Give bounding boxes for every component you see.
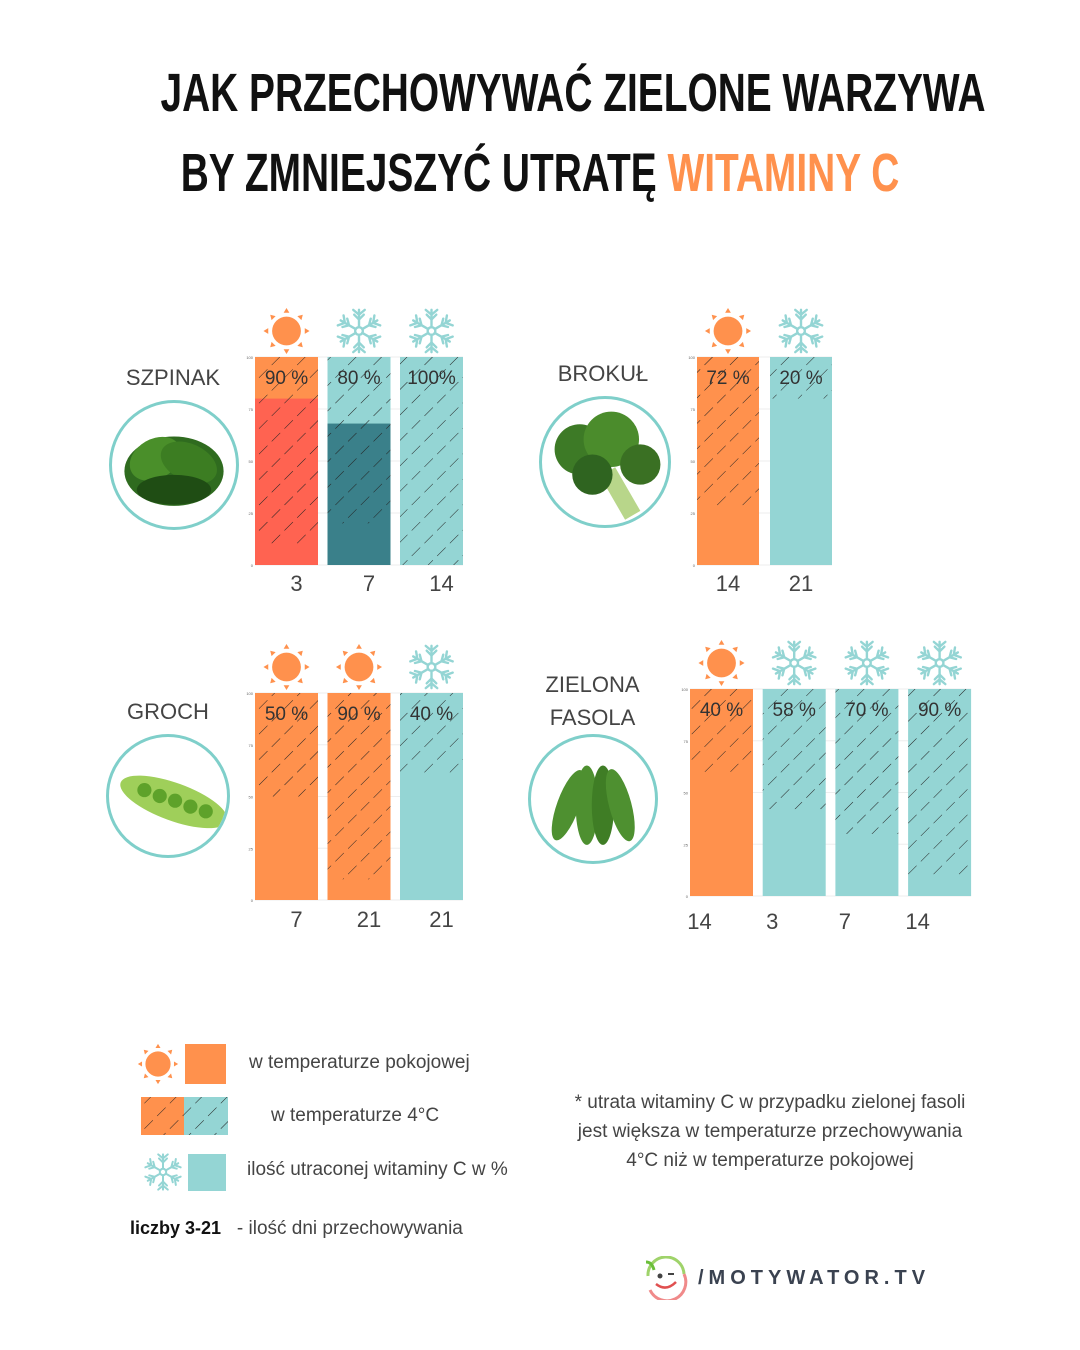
legend-loss-swatch	[188, 1154, 226, 1191]
y-tick-label: 100	[246, 355, 253, 360]
bar-loss-hatch	[835, 689, 899, 834]
x-day-label: 14	[429, 571, 453, 596]
bar-loss-label: 80 %	[337, 368, 380, 389]
sun-icon	[704, 307, 752, 355]
label-groch: GROCH	[127, 699, 209, 724]
bar-loss-hatch	[770, 357, 832, 399]
sun-icon	[263, 307, 310, 355]
sun-icon	[263, 643, 310, 691]
bar-loss-label: 100%	[407, 368, 456, 389]
y-tick-label: 50	[249, 795, 254, 800]
bar-loss-hatch	[690, 689, 753, 772]
y-tick-label: 0	[693, 563, 696, 568]
bar-loss-hatch	[762, 689, 826, 810]
title-text: BY ZMNIEJSZYĆ UTRATĘ	[180, 143, 668, 203]
label-szpinak: SZPINAK	[125, 365, 221, 390]
legend-snowflake-icon	[145, 1154, 180, 1189]
x-day-label: 3	[766, 909, 778, 934]
chart-0: 0 25 50 75 100 90 % 3 80 % 7 100% 14	[246, 307, 463, 596]
peas-photo	[106, 734, 230, 858]
y-tick-label: 50	[691, 459, 696, 464]
y-tick-label: 75	[684, 739, 689, 744]
label-zielona-fasola: ZIELONA FASOLA	[545, 672, 640, 730]
bar-loss-label: 40 %	[410, 704, 453, 725]
page-title-line-2: BY ZMNIEJSZYĆ UTRATĘ WITAMINY C	[0, 142, 1080, 204]
y-tick-label: 0	[251, 898, 254, 903]
snowflake-icon	[846, 642, 888, 684]
y-tick-label: 25	[249, 846, 254, 851]
chart-1: 0 25 50 75 100 72 % 14 20 % 21	[688, 307, 832, 596]
sun-icon	[335, 643, 383, 691]
y-tick-label: 25	[691, 511, 696, 516]
y-tick-label: 0	[686, 894, 689, 899]
bar-loss-label: 70 %	[845, 700, 888, 721]
bar-loss-hatch	[697, 357, 759, 507]
y-tick-label: 0	[251, 563, 254, 568]
y-tick-label: 75	[249, 407, 254, 412]
snowflake-icon	[773, 642, 815, 684]
chart-2: 0 25 50 75 100 50 % 7 90 % 21 40 % 21	[246, 643, 463, 932]
legend-room-label: w temperaturze pokojowej	[249, 1052, 470, 1073]
bar-loss-label: 20 %	[779, 368, 822, 389]
bar-loss-hatch	[400, 357, 463, 565]
x-day-label: 7	[363, 571, 375, 596]
y-tick-label: 75	[249, 743, 254, 748]
y-tick-label: 100	[688, 355, 695, 360]
snowflake-icon	[410, 310, 452, 352]
snowflake-icon	[338, 310, 380, 352]
y-tick-label: 75	[691, 407, 696, 412]
y-tick-label: 25	[684, 842, 689, 847]
bar-loss-hatch	[255, 357, 318, 545]
x-day-label: 7	[290, 907, 302, 932]
bar-loss-hatch	[255, 693, 318, 797]
bar-loss-label: 40 %	[700, 700, 743, 721]
label-brokul: BROKUŁ	[557, 361, 649, 386]
page-title-line-1: JAK PRZECHOWYWAĆ ZIELONE WARZYWA	[160, 63, 986, 123]
bar-loss-label: 90 %	[265, 368, 308, 389]
bar-loss-label: 90 %	[337, 704, 380, 725]
bar-loss-hatch	[327, 357, 391, 524]
snowflake-icon	[410, 646, 452, 688]
legend-loss-label: ilość utraconej witaminy C w %	[247, 1159, 508, 1180]
x-day-label: 3	[290, 571, 302, 596]
x-day-label: 7	[839, 909, 851, 934]
bar-loss-label: 58 %	[773, 700, 816, 721]
title-accent: WITAMINY C	[667, 143, 900, 203]
bar-loss-hatch	[908, 689, 972, 876]
x-day-label: 14	[905, 909, 929, 934]
footnote: * utrata witaminy C w przypadku zielonej…	[574, 1092, 966, 1171]
x-day-label: 21	[789, 571, 813, 596]
x-day-label: 14	[687, 909, 711, 934]
chart-3: 0 25 50 75 100 40 % 14 58 % 3 70 % 7 90 % 14	[681, 639, 972, 934]
snowflake-icon	[918, 642, 960, 684]
broccoli-photo	[539, 396, 671, 528]
bar-loss-label: 50 %	[265, 704, 308, 725]
bar-loss-hatch	[400, 693, 463, 776]
legend-sun-icon	[137, 1043, 179, 1085]
y-tick-label: 50	[684, 791, 689, 796]
bar-loss-hatch	[327, 693, 391, 880]
x-day-label: 21	[357, 907, 381, 932]
y-tick-label: 100	[681, 687, 688, 692]
snowflake-icon	[780, 310, 822, 352]
logo-face-icon	[645, 1256, 688, 1300]
legend-cold-label: w temperaturze 4°C	[271, 1105, 440, 1126]
y-tick-label: 25	[249, 511, 254, 516]
spinach-photo	[109, 400, 239, 530]
y-tick-label: 50	[249, 459, 254, 464]
bar-loss-label: 72 %	[706, 368, 749, 389]
legend-hatch	[141, 1097, 228, 1135]
legend-room-swatch	[185, 1044, 226, 1084]
sun-icon	[698, 639, 745, 687]
x-day-label: 14	[716, 571, 740, 596]
legend-days: liczby 3-21 - ilość dni przechowywania	[130, 1218, 463, 1239]
bar-loss-label: 90 %	[918, 700, 961, 721]
logo[interactable]: /MOTYWATOR.TV	[640, 1256, 930, 1300]
x-day-label: 21	[429, 907, 453, 932]
y-tick-label: 100	[246, 691, 253, 696]
green-beans-photo	[528, 734, 658, 864]
